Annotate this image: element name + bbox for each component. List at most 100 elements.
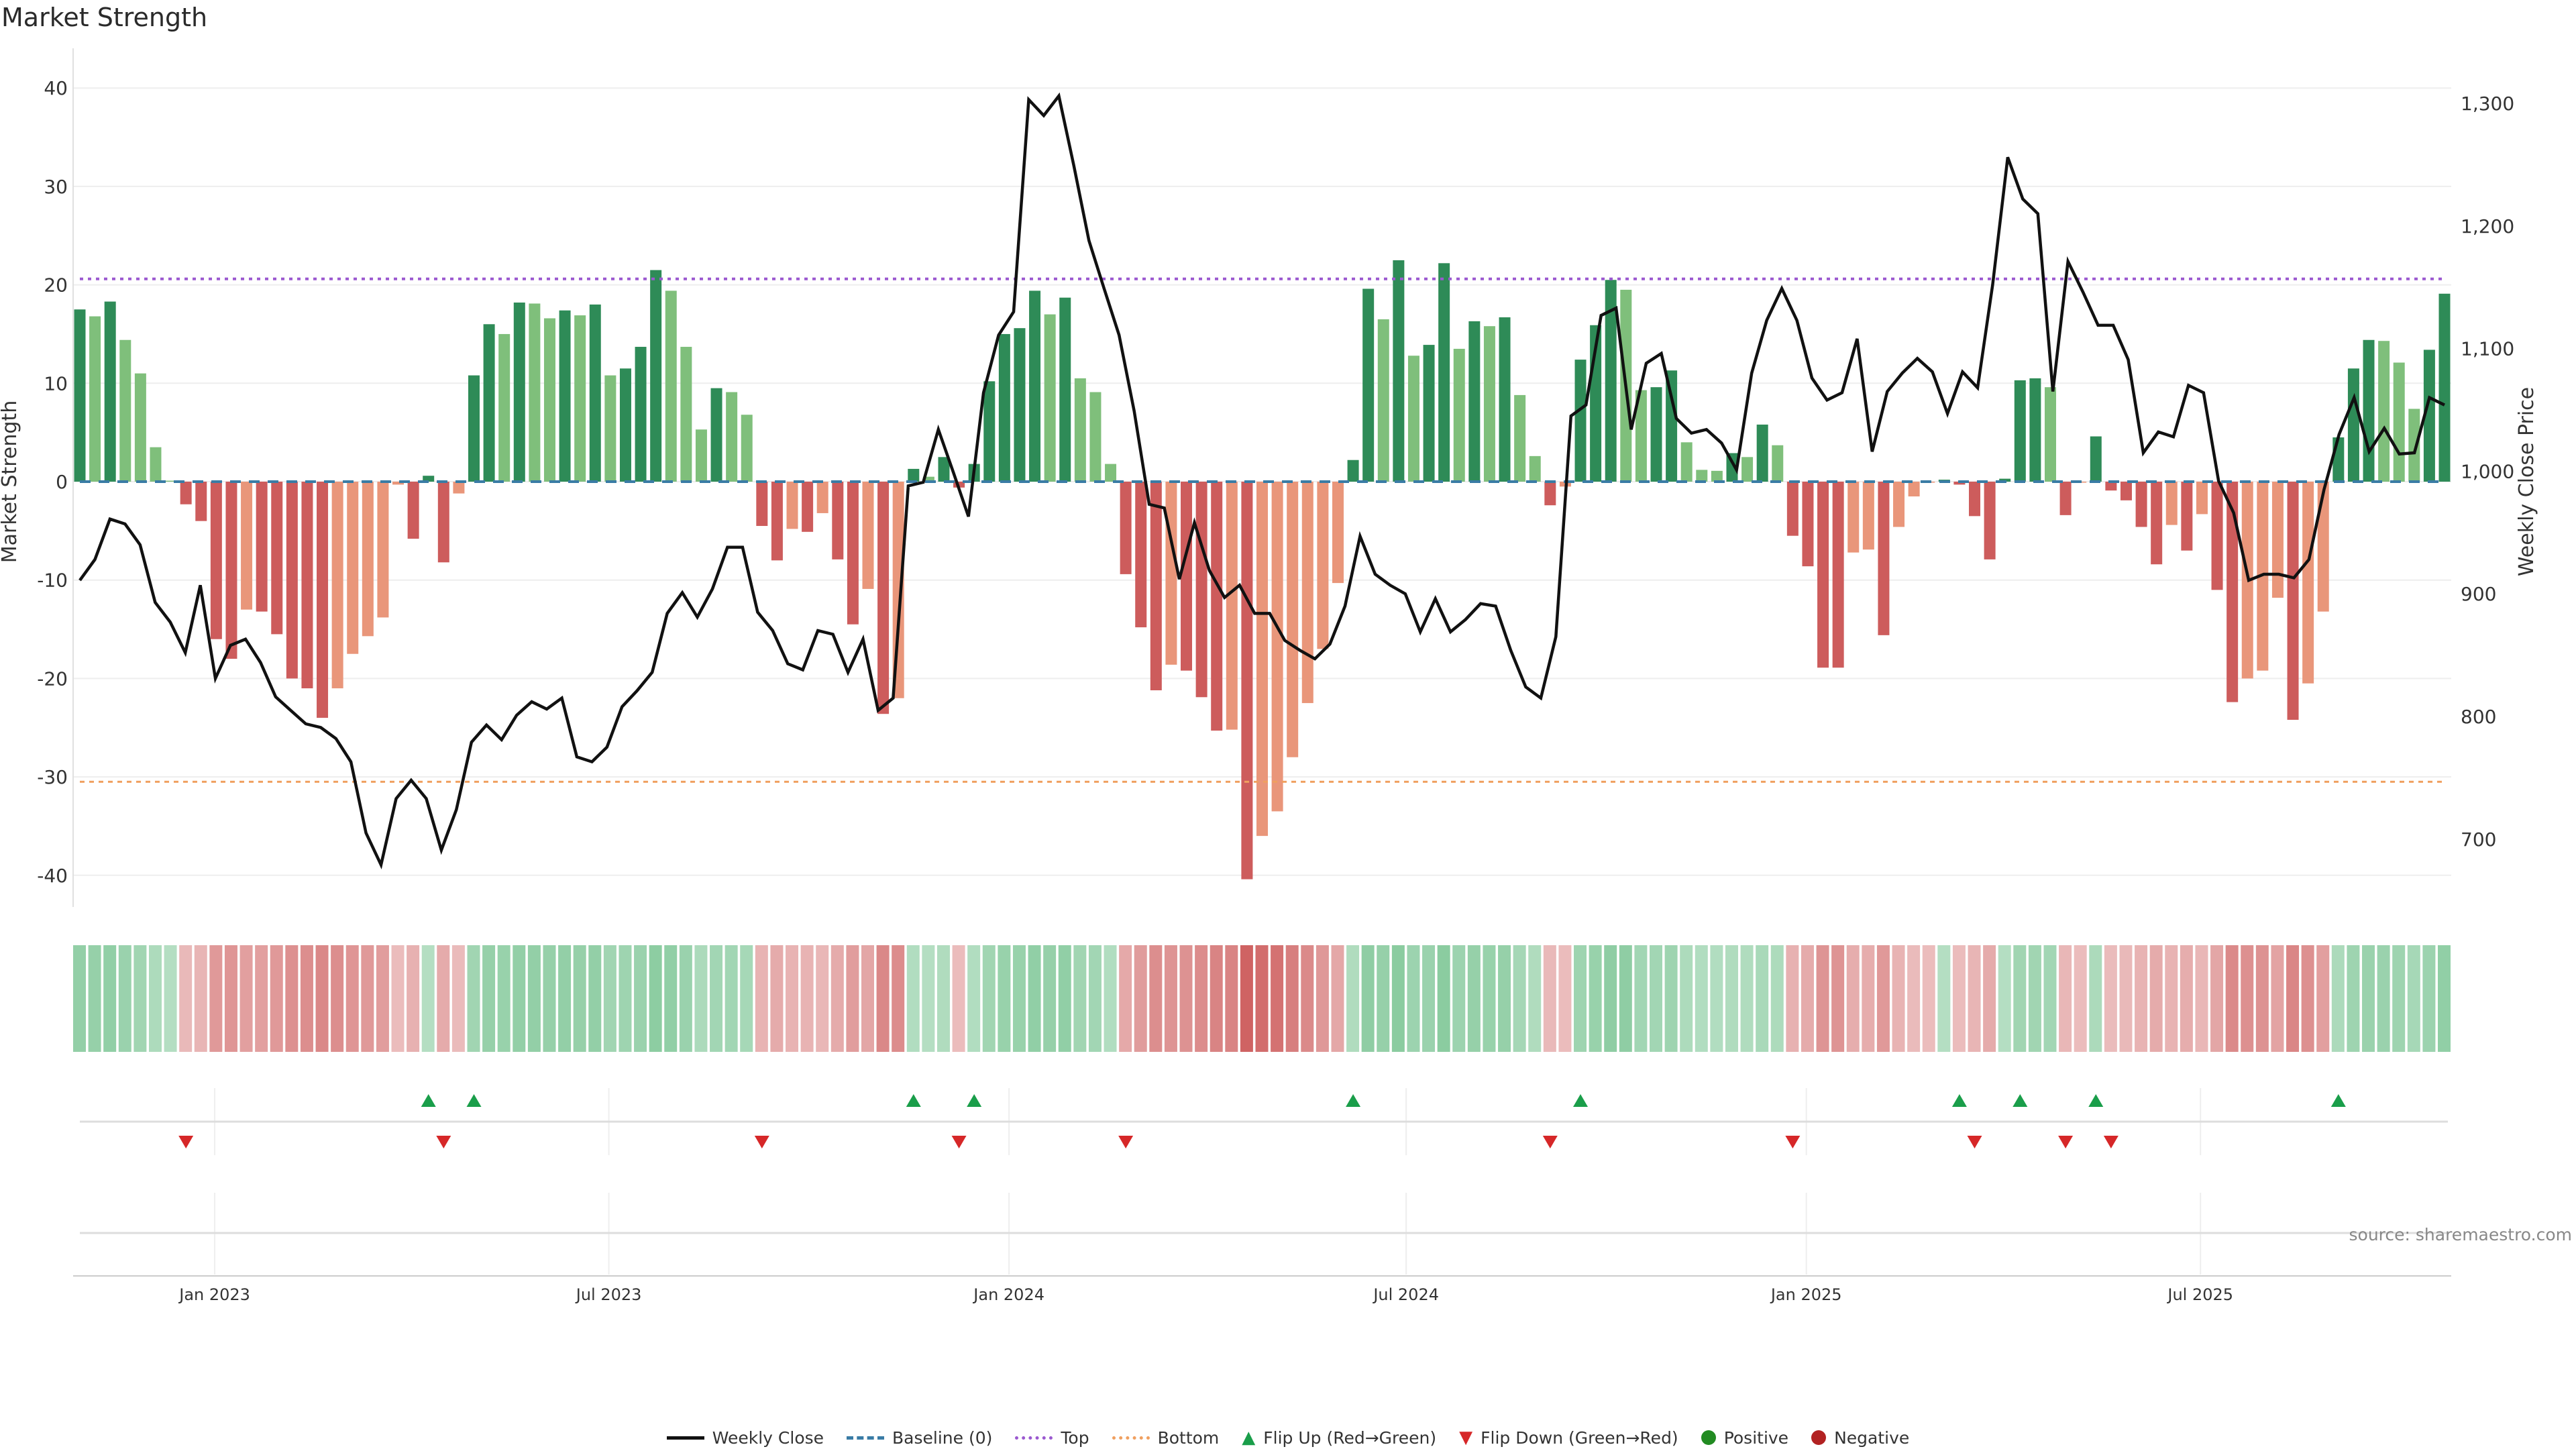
strength-heat-cell	[1922, 945, 1935, 1052]
strength-heat-cell	[1285, 945, 1299, 1052]
legend-flip-down[interactable]: ▼ Flip Down (Green→Red)	[1459, 1428, 1678, 1448]
strength-bar	[362, 482, 374, 637]
strength-heat-cell	[103, 945, 117, 1052]
strength-bar	[2196, 482, 2208, 515]
strength-heat-cell	[1422, 945, 1436, 1052]
legend-baseline[interactable]: Baseline (0)	[847, 1428, 992, 1448]
y-tick-label: 20	[44, 274, 68, 297]
x-tick-label: Jan 2025	[1770, 1285, 1842, 1304]
strength-heat-cell	[1028, 945, 1041, 1052]
solid-line-icon	[666, 1436, 704, 1440]
strength-bar	[468, 375, 480, 482]
legend-label: Flip Up (Red→Green)	[1263, 1428, 1437, 1448]
legend-bottom[interactable]: Bottom	[1112, 1428, 1219, 1448]
strength-heat-cell	[1801, 945, 1814, 1052]
y-tick-label: -10	[37, 570, 68, 592]
strength-bar	[2090, 436, 2102, 482]
flip-down-marker	[1967, 1136, 1982, 1148]
legend-negative[interactable]: Negative	[1811, 1428, 1909, 1448]
strength-bar	[2347, 368, 2359, 482]
strength-bar	[650, 270, 662, 482]
strength-bar	[1635, 390, 1647, 482]
strength-heat-cell	[2347, 945, 2360, 1052]
strength-heat-cell	[2149, 945, 2163, 1052]
strength-heat-cell	[588, 945, 602, 1052]
legend-top[interactable]: Top	[1015, 1428, 1089, 1448]
strength-heat-cell	[603, 945, 616, 1052]
strength-heat-cell	[437, 945, 450, 1052]
strength-bar	[1423, 345, 1435, 482]
legend-label: Top	[1061, 1428, 1089, 1448]
x-tick-label: Jan 2023	[178, 1285, 250, 1304]
strength-heat-cell	[1012, 945, 1026, 1052]
strength-heat-cell	[527, 945, 541, 1052]
strength-heat-cell	[1407, 945, 1420, 1052]
strength-heat-cell	[467, 945, 480, 1052]
strength-heat-cell	[1255, 945, 1269, 1052]
strength-heat-cell	[2362, 945, 2375, 1052]
strength-bar	[2287, 482, 2299, 720]
strength-bar	[286, 482, 298, 679]
strength-bar	[1029, 290, 1041, 482]
y-axis-title: Market Strength	[0, 400, 21, 563]
flip-down-marker	[2103, 1136, 2118, 1148]
strength-heat-cell	[952, 945, 965, 1052]
legend-flip-up[interactable]: ▲ Flip Up (Red→Green)	[1242, 1428, 1436, 1448]
y-tick-label: 30	[44, 176, 68, 198]
strength-bar	[483, 324, 495, 482]
flip-up-marker	[466, 1094, 482, 1107]
strength-heat-cell	[679, 945, 692, 1052]
strength-heat-cell	[285, 945, 299, 1052]
strength-heat-cell	[1634, 945, 1648, 1052]
strength-bar	[543, 318, 555, 482]
strength-bar	[695, 429, 707, 482]
strength-heat-cell	[967, 945, 981, 1052]
strength-bar	[1893, 482, 1905, 527]
strength-bar	[271, 482, 283, 635]
strength-heat-cell	[1346, 945, 1360, 1052]
strength-heat-cell	[1452, 945, 1466, 1052]
strength-bar	[2105, 482, 2117, 491]
strength-bar	[908, 468, 920, 482]
legend-weekly-close[interactable]: Weekly Close	[666, 1428, 824, 1448]
strength-bar	[104, 301, 116, 482]
strength-heat-cell	[740, 945, 753, 1052]
x-tick-label: Jul 2024	[1372, 1285, 1439, 1304]
strength-bar	[256, 482, 268, 612]
strength-heat-cell	[1058, 945, 1071, 1052]
strength-heat-cell	[376, 945, 389, 1052]
strength-heat-cell	[2165, 945, 2178, 1052]
strength-bar	[1468, 321, 1481, 482]
strength-bar	[786, 482, 798, 529]
strength-heat-cell	[2195, 945, 2208, 1052]
strength-heat-cell	[2104, 945, 2117, 1052]
y2-tick-label: 1,200	[2461, 215, 2514, 237]
legend-positive[interactable]: Positive	[1701, 1428, 1788, 1448]
strength-bar	[195, 482, 207, 521]
strength-bar	[665, 290, 677, 482]
strength-bar	[2181, 482, 2193, 551]
strength-heat-cell	[513, 945, 526, 1052]
strength-heat-cell	[1876, 945, 1890, 1052]
triangle-up-icon: ▲	[1242, 1428, 1256, 1448]
y2-tick-label: 800	[2461, 706, 2496, 728]
strength-bar	[1650, 387, 1662, 482]
strength-bar	[1074, 378, 1086, 482]
strength-bar	[1377, 319, 1389, 482]
strength-bar	[1802, 482, 1814, 567]
legend-label: Baseline (0)	[892, 1428, 993, 1448]
strength-bar	[241, 482, 253, 610]
strength-bar	[2151, 482, 2163, 565]
strength-heat-cell	[1710, 945, 1723, 1052]
strength-bar	[150, 447, 162, 482]
strength-bar	[1120, 482, 1132, 574]
strength-bar	[2059, 482, 2072, 515]
strength-bar	[1529, 455, 1541, 482]
strength-heat-cell	[710, 945, 723, 1052]
strength-bar	[1089, 392, 1102, 482]
strength-bar	[74, 309, 86, 482]
strength-heat-cell	[1483, 945, 1496, 1052]
strength-bar	[1301, 482, 1313, 704]
strength-bar	[1195, 482, 1208, 698]
strength-heat-cell	[2255, 945, 2269, 1052]
